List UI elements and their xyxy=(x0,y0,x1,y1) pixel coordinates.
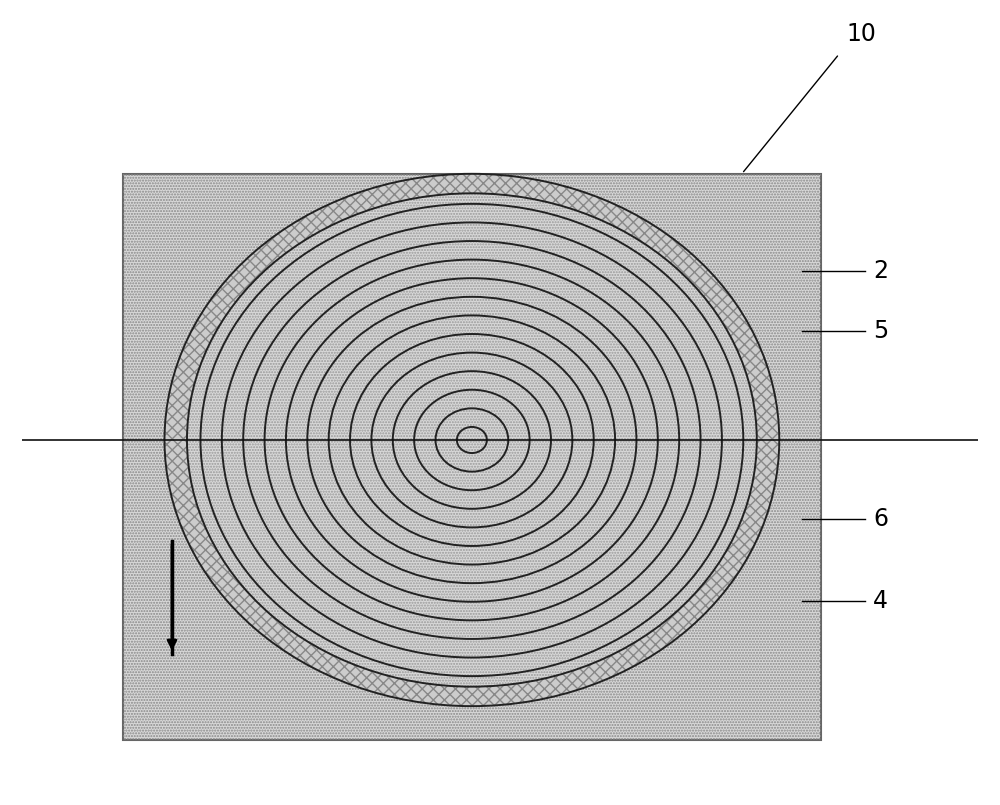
Ellipse shape xyxy=(187,193,757,687)
Text: 6: 6 xyxy=(873,506,888,530)
Text: 4: 4 xyxy=(873,589,888,613)
Ellipse shape xyxy=(164,174,779,706)
Ellipse shape xyxy=(187,193,757,687)
Bar xyxy=(123,174,821,740)
Text: 10: 10 xyxy=(847,23,877,47)
Bar xyxy=(123,174,821,740)
Text: 5: 5 xyxy=(873,320,888,343)
Text: 2: 2 xyxy=(873,259,888,283)
